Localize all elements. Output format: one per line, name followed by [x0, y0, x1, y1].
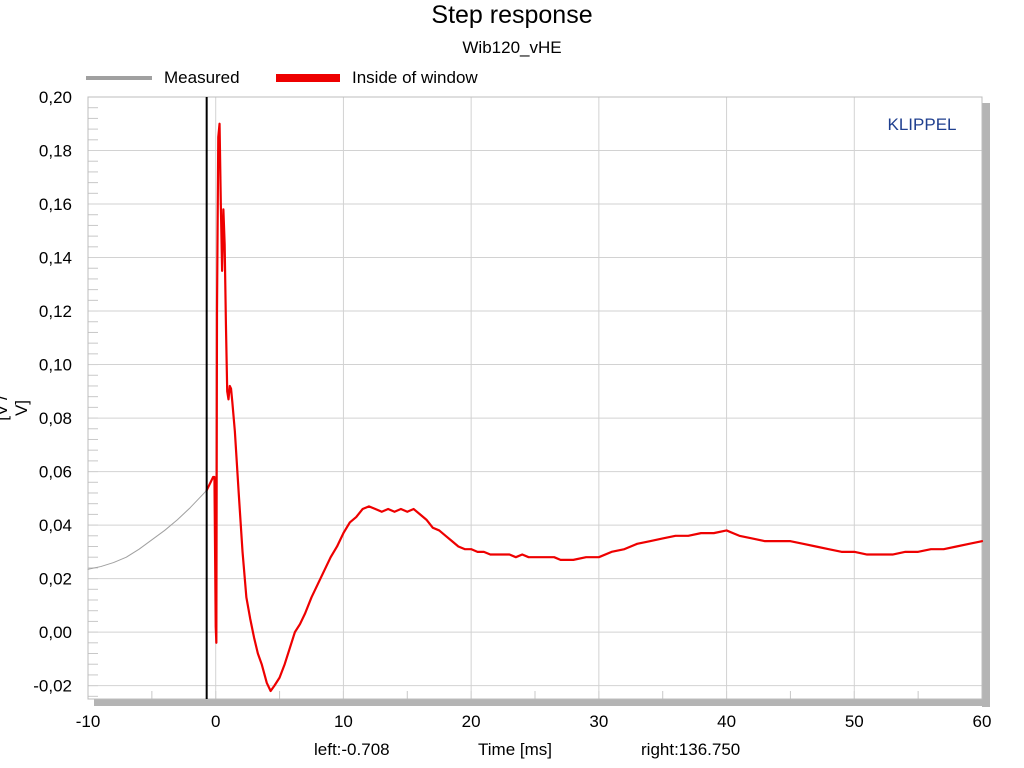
- x-axis-label: Time [ms]: [478, 740, 552, 759]
- y-tick-label: 0,14: [39, 249, 72, 268]
- plot-shadow-bottom: [94, 699, 990, 706]
- y-tick-label: 0,00: [39, 623, 72, 642]
- x-tick-labels: -10 0 10 20 30 40 50 60: [76, 712, 992, 731]
- x-tick-label: 10: [334, 712, 353, 731]
- x-tick-label: -10: [76, 712, 101, 731]
- y-tick-label: 0,06: [39, 463, 72, 482]
- legend-swatch-measured: [86, 76, 152, 80]
- series-line-inside-window: [205, 122, 984, 693]
- plot-shadow-right: [982, 103, 990, 707]
- legend-item-measured: Measured: [86, 68, 240, 88]
- left-window-label: left:-0.708: [314, 740, 390, 759]
- y-tick-label: 0,08: [39, 409, 72, 428]
- x-tick-label: 60: [973, 712, 992, 731]
- chart-subtitle: Wib120_vHE: [462, 38, 562, 57]
- y-tick-label: 0,12: [39, 302, 72, 321]
- x-tick-label: 40: [717, 712, 736, 731]
- y-tick-label: -0,02: [33, 677, 72, 696]
- klippel-logo-text: KLIPPEL: [888, 115, 957, 134]
- x-tick-label: 30: [589, 712, 608, 731]
- y-tick-label: 0,20: [39, 88, 72, 107]
- right-window-label: right:136.750: [641, 740, 741, 759]
- plot-frame: [87, 96, 983, 700]
- legend-label-inside-window: Inside of window: [352, 68, 478, 87]
- x-tick-label: 20: [462, 712, 481, 731]
- y-tick-label: 0,02: [39, 570, 72, 589]
- x-tick-label: 0: [211, 712, 220, 731]
- plot-background: [88, 97, 982, 699]
- series-layer: [87, 97, 984, 699]
- y-tick-label: 0,18: [39, 142, 72, 161]
- y-tick-label: 0,10: [39, 356, 72, 375]
- y-tick-label: 0,04: [39, 516, 72, 535]
- plot-shadow: [88, 97, 990, 707]
- legend-swatch-inside-window: [276, 74, 340, 82]
- legend-label-measured: Measured: [164, 68, 240, 87]
- plot-border: [87, 96, 983, 700]
- y-tick-label: 0,16: [39, 195, 72, 214]
- series-line-measured: [87, 489, 208, 570]
- chart-title: Step response: [431, 1, 593, 29]
- x-tick-label: 50: [845, 712, 864, 731]
- legend-item-inside-window: Inside of window: [276, 68, 478, 88]
- y-tick-labels: -0,02 0,00 0,02 0,04 0,06 0,08 0,10 0,12 0,14 0,1…: [33, 88, 72, 696]
